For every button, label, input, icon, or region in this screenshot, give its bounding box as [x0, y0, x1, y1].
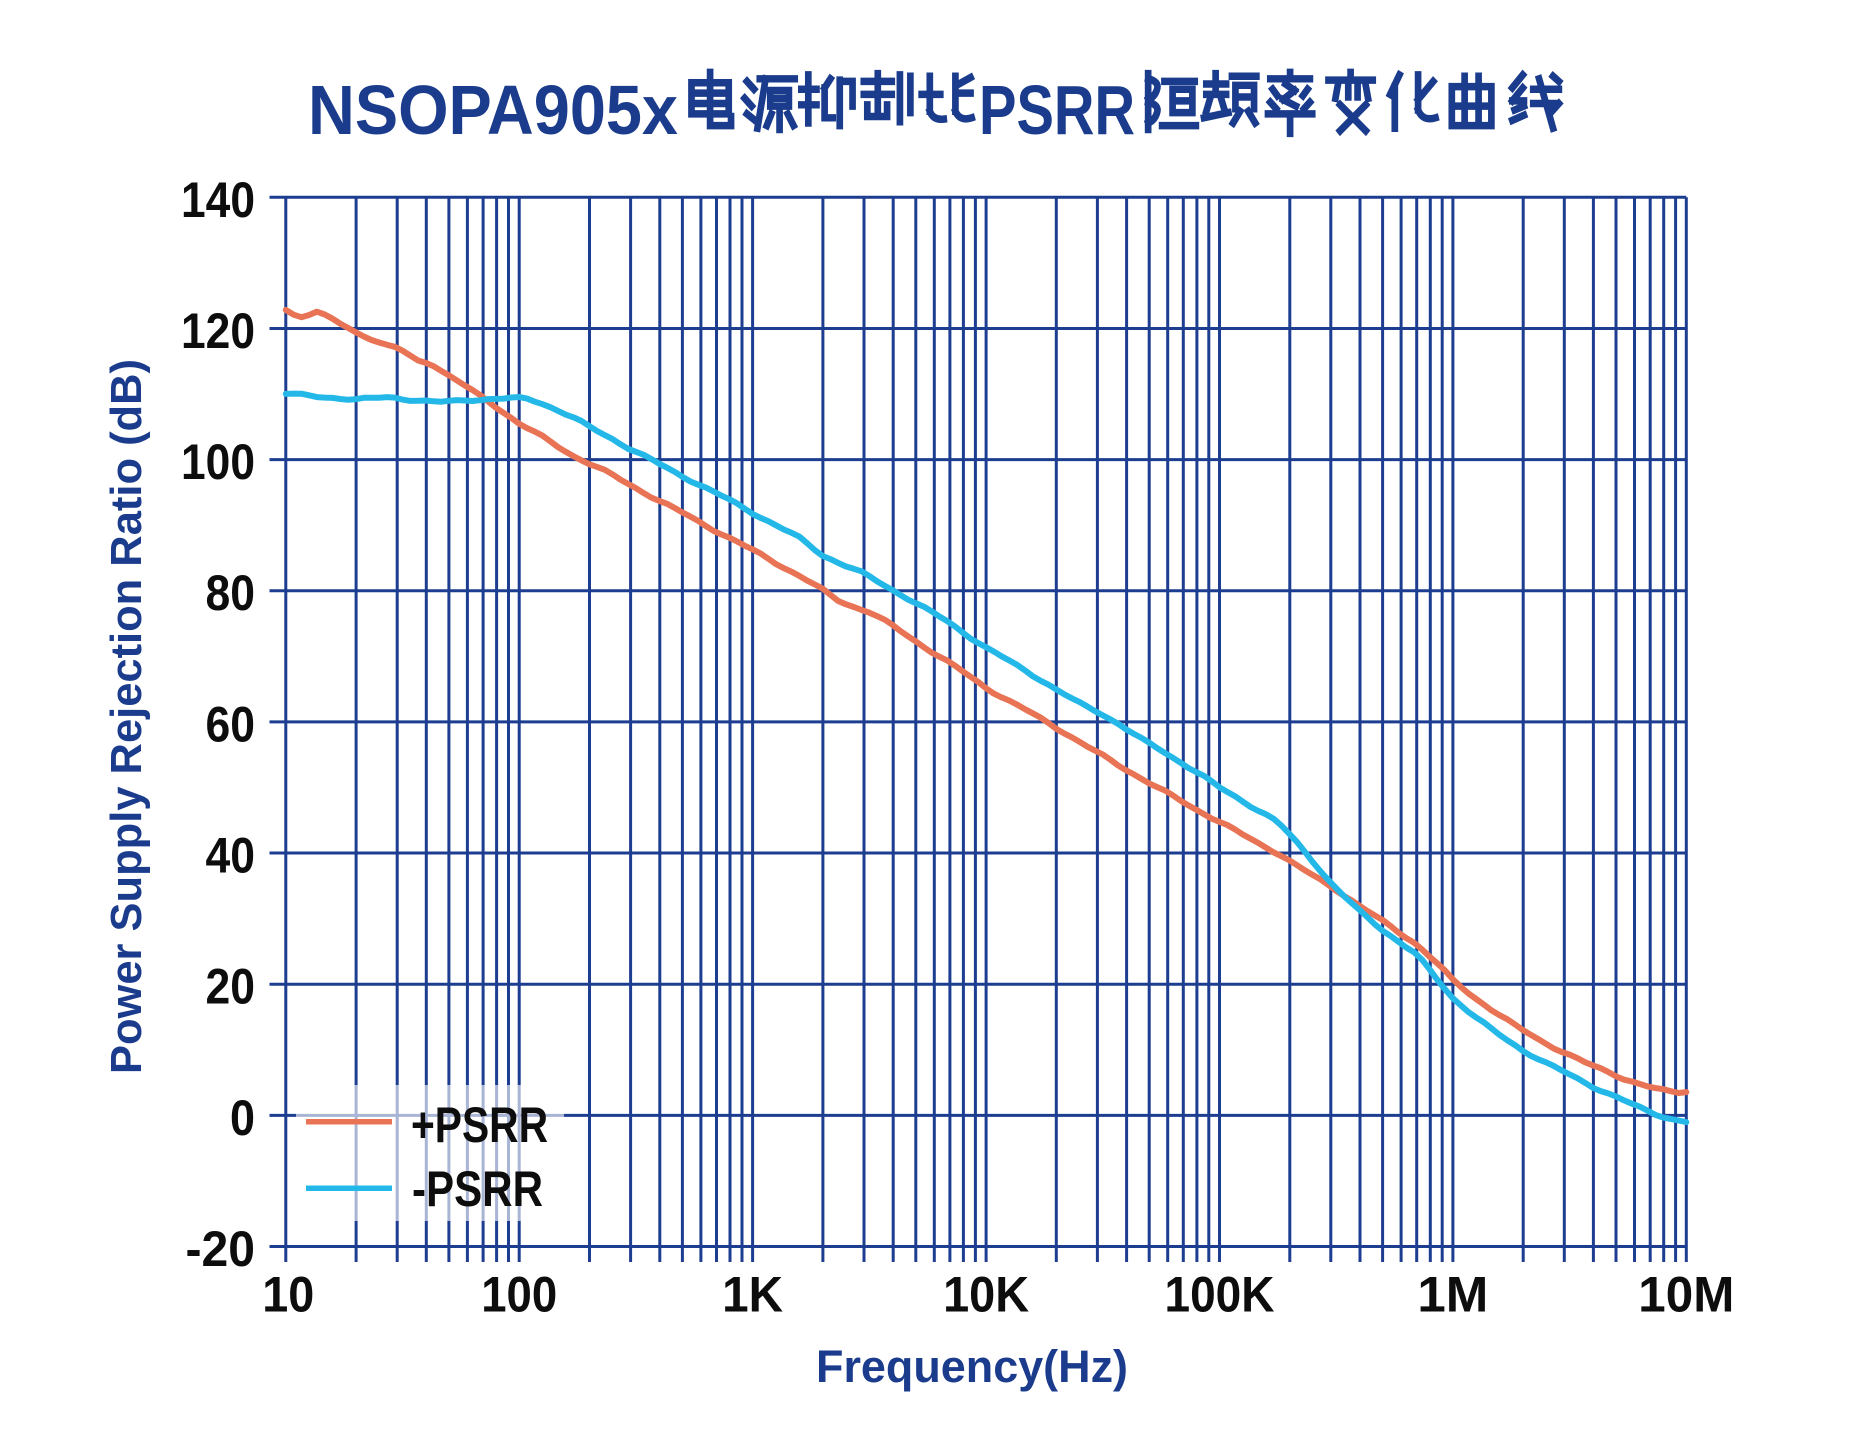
svg-text:100: 100	[481, 1267, 557, 1323]
svg-text:+PSRR: +PSRR	[411, 1097, 548, 1153]
svg-text:60: 60	[206, 696, 256, 752]
svg-text:20: 20	[206, 959, 256, 1015]
svg-text:120: 120	[181, 303, 255, 359]
svg-text:Frequency(Hz): Frequency(Hz)	[816, 1341, 1128, 1392]
svg-text:10K: 10K	[943, 1267, 1029, 1323]
svg-text:-20: -20	[186, 1221, 256, 1277]
svg-text:1M: 1M	[1417, 1267, 1488, 1323]
svg-text:NSOPA905x: NSOPA905x	[308, 71, 678, 149]
svg-text:100K: 100K	[1165, 1267, 1275, 1323]
svg-text:Power Supply Rejection Ratio (: Power Supply Rejection Ratio (dB)	[103, 359, 151, 1074]
svg-text:1K: 1K	[722, 1267, 783, 1323]
svg-text:10M: 10M	[1638, 1267, 1734, 1323]
svg-text:100: 100	[181, 434, 255, 490]
svg-text:0: 0	[230, 1090, 255, 1146]
svg-text:80: 80	[206, 565, 256, 621]
svg-text:140: 140	[181, 172, 255, 228]
svg-text:10: 10	[262, 1267, 314, 1323]
svg-text:40: 40	[206, 828, 256, 884]
svg-text:PSRR: PSRR	[979, 71, 1135, 149]
svg-text:-PSRR: -PSRR	[412, 1161, 543, 1217]
